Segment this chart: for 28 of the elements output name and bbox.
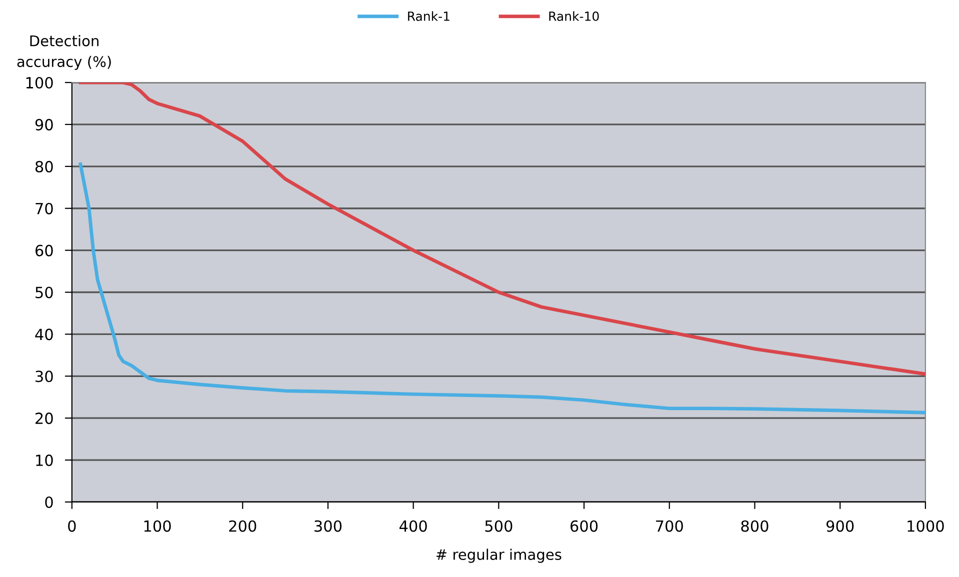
x-tick-label: 1000	[908, 520, 944, 532]
x-tick-label: 400	[399, 520, 427, 532]
legend-label: Rank-1	[408, 11, 450, 21]
line-series	[78, 82, 926, 376]
line-series	[78, 162, 926, 414]
y-tick-label: 70	[36, 202, 53, 214]
x-tick-label: 800	[741, 520, 768, 532]
x-axis-title: # regular images	[436, 548, 562, 563]
x-tick-label: 100	[144, 520, 171, 532]
x-tick-label: 500	[485, 520, 512, 532]
y-tick-label: 60	[35, 244, 53, 256]
y-tick-label: 40	[35, 328, 53, 340]
y-tick-label: 50	[36, 286, 53, 298]
y-tick-label: 80	[35, 160, 53, 172]
legend-label: Rank-10	[549, 11, 599, 21]
x-tick-label: 600	[570, 520, 598, 532]
y-tick-label: 90	[35, 118, 53, 130]
x-tick-label: 200	[229, 520, 256, 532]
y-axis-title: Detection accuracy (%)	[17, 35, 111, 70]
x-tick-label: 300	[314, 520, 342, 532]
y-tick-label: 10	[36, 454, 53, 466]
x-tick-label: 700	[656, 520, 683, 532]
y-tick-label: 30	[36, 370, 53, 382]
x-tick-label: 0	[68, 520, 76, 532]
y-tick-label: 20	[36, 412, 53, 424]
y-tick-label: 100	[26, 76, 53, 89]
x-tick-label: 900	[826, 520, 854, 532]
y-tick-label: 0	[45, 496, 53, 508]
